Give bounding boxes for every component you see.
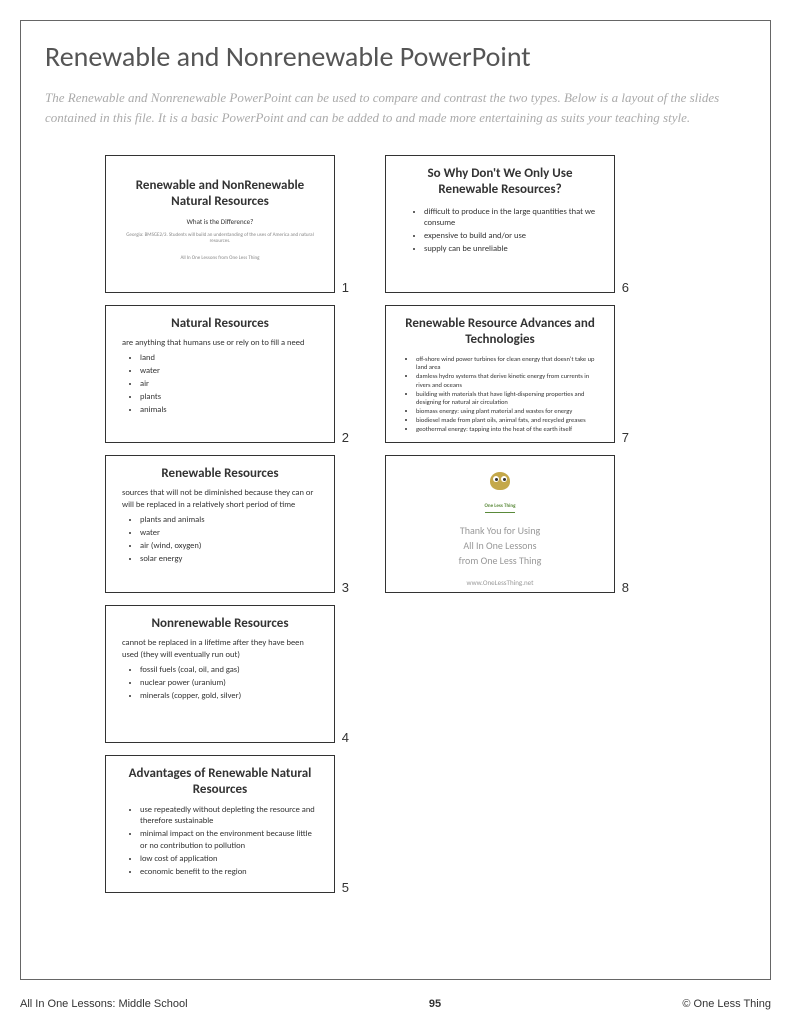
slide-4-text: cannot be replaced in a lifetime after t… xyxy=(122,638,304,660)
slide-8-line1: Thank You for Using xyxy=(402,523,598,538)
slide-4-wrapper: Nonrenewable Resources cannot be replace… xyxy=(105,605,335,743)
slide-4: Nonrenewable Resources cannot be replace… xyxy=(105,605,335,743)
slide-8-logo-text: One Less Thing xyxy=(485,503,516,513)
list-item: economic benefit to the region xyxy=(140,867,318,879)
slide-6-num: 6 xyxy=(622,280,629,295)
slide-3: Renewable Resources sources that will no… xyxy=(105,455,335,593)
slide-6-list: difficult to produce in the large quanti… xyxy=(402,207,598,257)
slide-3-text: sources that will not be diminished beca… xyxy=(122,488,313,510)
list-item: supply can be unreliable xyxy=(424,244,598,256)
list-item: damless hydro systems that derive kineti… xyxy=(416,372,598,390)
list-item: biodiesel made from plant oils, animal f… xyxy=(416,416,598,425)
slides-grid: Renewable and NonRenewable Natural Resou… xyxy=(45,155,746,893)
page-border: Renewable and Nonrenewable PowerPoint Th… xyxy=(20,20,771,980)
list-item: difficult to produce in the large quanti… xyxy=(424,207,598,231)
slide-2-title: Natural Resources xyxy=(122,316,318,332)
slide-2-list: landwaterairplantsanimals xyxy=(122,353,318,416)
list-item: geothermal energy: tapping into the heat… xyxy=(416,425,598,434)
list-item: plants and animals xyxy=(140,515,318,527)
list-item: plants xyxy=(140,392,318,404)
list-item: land xyxy=(140,353,318,365)
slide-3-title: Renewable Resources xyxy=(122,466,318,482)
slide-7-body: off-shore wind power turbines for clean … xyxy=(402,355,598,434)
slide-3-wrapper: Renewable Resources sources that will no… xyxy=(105,455,335,593)
list-item: off-shore wind power turbines for clean … xyxy=(416,355,598,373)
slide-6-body: difficult to produce in the large quanti… xyxy=(402,207,598,257)
slide-1-wrapper: Renewable and NonRenewable Natural Resou… xyxy=(105,155,335,293)
slide-7-num: 7 xyxy=(622,430,629,445)
slide-2-body: are anything that humans use or rely on … xyxy=(122,338,318,416)
slide-8-line2: All In One Lessons xyxy=(402,538,598,553)
list-item: biomass energy: using plant material and… xyxy=(416,407,598,416)
slide-1-title: Renewable and NonRenewable Natural Resou… xyxy=(122,178,318,211)
slide-8-num: 8 xyxy=(622,580,629,595)
slide-1: Renewable and NonRenewable Natural Resou… xyxy=(105,155,335,293)
owl-icon xyxy=(488,472,512,494)
footer-page-number: 95 xyxy=(429,998,441,1010)
slide-5-num: 5 xyxy=(342,880,349,895)
page-footer: All In One Lessons: Middle School 95 © O… xyxy=(20,998,771,1010)
slide-7-list: off-shore wind power turbines for clean … xyxy=(402,355,598,434)
list-item: solar energy xyxy=(140,554,318,566)
slide-3-num: 3 xyxy=(342,580,349,595)
slide-4-body: cannot be replaced in a lifetime after t… xyxy=(122,638,318,702)
slide-1-micro2: All In One Lessons from One Less Thing xyxy=(122,255,318,262)
list-item: low cost of application xyxy=(140,854,318,866)
list-item: expensive to build and/or use xyxy=(424,231,598,243)
slide-2-num: 2 xyxy=(342,430,349,445)
slide-5-wrapper: Advantages of Renewable Natural Resource… xyxy=(105,755,335,893)
slide-5-body: use repeatedly without depleting the res… xyxy=(122,805,318,879)
slide-4-list: fossil fuels (coal, oil, and gas)nuclear… xyxy=(122,665,318,703)
list-item: minimal impact on the environment becaus… xyxy=(140,829,318,853)
list-item: animals xyxy=(140,405,318,417)
slide-6: So Why Don't We Only Use Renewable Resou… xyxy=(385,155,615,293)
slide-1-num: 1 xyxy=(342,280,349,295)
slide-8: One Less Thing Thank You for Using All I… xyxy=(385,455,615,593)
page-intro: The Renewable and Nonrenewable PowerPoin… xyxy=(45,88,746,127)
list-item: fossil fuels (coal, oil, and gas) xyxy=(140,665,318,677)
list-item: building with materials that have light-… xyxy=(416,390,598,408)
footer-right: © One Less Thing xyxy=(682,998,771,1010)
slide-6-title: So Why Don't We Only Use Renewable Resou… xyxy=(402,166,598,199)
slide-8-url: www.OneLessThing.net xyxy=(402,578,598,589)
slide-5: Advantages of Renewable Natural Resource… xyxy=(105,755,335,893)
slide-5-list: use repeatedly without depleting the res… xyxy=(122,805,318,879)
slide-4-title: Nonrenewable Resources xyxy=(122,616,318,632)
footer-left: All In One Lessons: Middle School xyxy=(20,998,188,1010)
slide-2: Natural Resources are anything that huma… xyxy=(105,305,335,443)
slide-6-wrapper: So Why Don't We Only Use Renewable Resou… xyxy=(385,155,615,293)
slide-3-list: plants and animalswaterair (wind, oxygen… xyxy=(122,515,318,566)
slide-7-title: Renewable Resource Advances and Technolo… xyxy=(402,316,598,349)
list-item: water xyxy=(140,528,318,540)
slide-5-title: Advantages of Renewable Natural Resource… xyxy=(122,766,318,799)
slide-7: Renewable Resource Advances and Technolo… xyxy=(385,305,615,443)
slide-8-wrapper: One Less Thing Thank You for Using All I… xyxy=(385,455,615,593)
page-title: Renewable and Nonrenewable PowerPoint xyxy=(45,39,746,74)
slide-8-line3: from One Less Thing xyxy=(402,553,598,568)
slide-2-text: are anything that humans use or rely on … xyxy=(122,338,304,348)
list-item: nuclear power (uranium) xyxy=(140,678,318,690)
list-item: air (wind, oxygen) xyxy=(140,541,318,553)
list-item: minerals (copper, gold, silver) xyxy=(140,691,318,703)
slide-4-num: 4 xyxy=(342,730,349,745)
slide-1-subtitle: What is the Difference? xyxy=(122,217,318,226)
slides-column-right: So Why Don't We Only Use Renewable Resou… xyxy=(385,155,615,893)
slide-1-micro1: Georgia: BMSGE2/3. Students will build a… xyxy=(122,232,318,245)
list-item: water xyxy=(140,366,318,378)
slide-3-body: sources that will not be diminished beca… xyxy=(122,488,318,565)
slide-2-wrapper: Natural Resources are anything that huma… xyxy=(105,305,335,443)
slide-7-wrapper: Renewable Resource Advances and Technolo… xyxy=(385,305,615,443)
slides-column-left: Renewable and NonRenewable Natural Resou… xyxy=(105,155,335,893)
list-item: use repeatedly without depleting the res… xyxy=(140,805,318,829)
list-item: air xyxy=(140,379,318,391)
